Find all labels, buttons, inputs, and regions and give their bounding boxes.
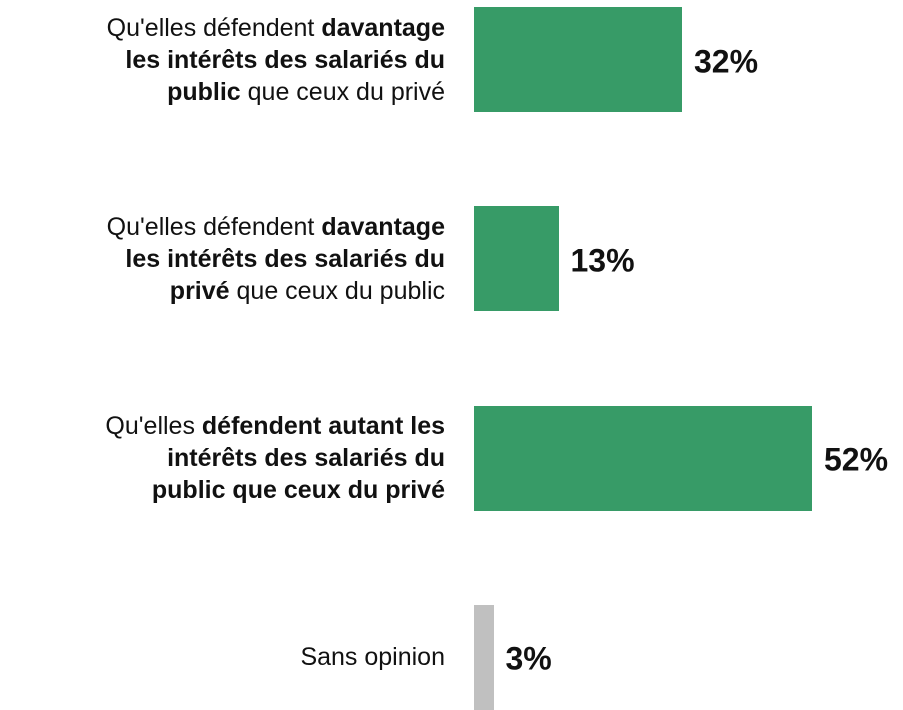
bar <box>474 604 494 710</box>
category-label: Qu'elles défendent autant les intérêts d… <box>0 410 445 506</box>
label-run: défendent autant les intérêts des salari… <box>151 412 445 505</box>
bar <box>474 206 559 312</box>
label-run: davantage les intérêts des salariés du p… <box>125 13 445 106</box>
bar <box>474 405 812 511</box>
value-label: 52% <box>824 441 889 478</box>
category-label: Qu'elles défendent davantage les intérêt… <box>0 211 445 307</box>
value-label: 3% <box>505 640 552 677</box>
bar <box>474 7 682 112</box>
label-run: Qu'elles <box>105 412 202 441</box>
label-run: davantage les intérêts des salariés du p… <box>125 212 445 305</box>
label-run: que ceux du public <box>229 276 446 305</box>
value-label: 32% <box>694 43 759 79</box>
category-label: Qu'elles défendent davantage les intérêt… <box>0 12 445 108</box>
label-run: que ceux du privé <box>240 77 445 106</box>
category-label: Sans opinion <box>0 641 445 673</box>
label-run: Qu'elles défendent <box>106 13 322 42</box>
label-run: Sans opinion <box>300 643 445 672</box>
label-run: Qu'elles défendent <box>106 212 322 241</box>
value-label: 13% <box>570 242 635 279</box>
